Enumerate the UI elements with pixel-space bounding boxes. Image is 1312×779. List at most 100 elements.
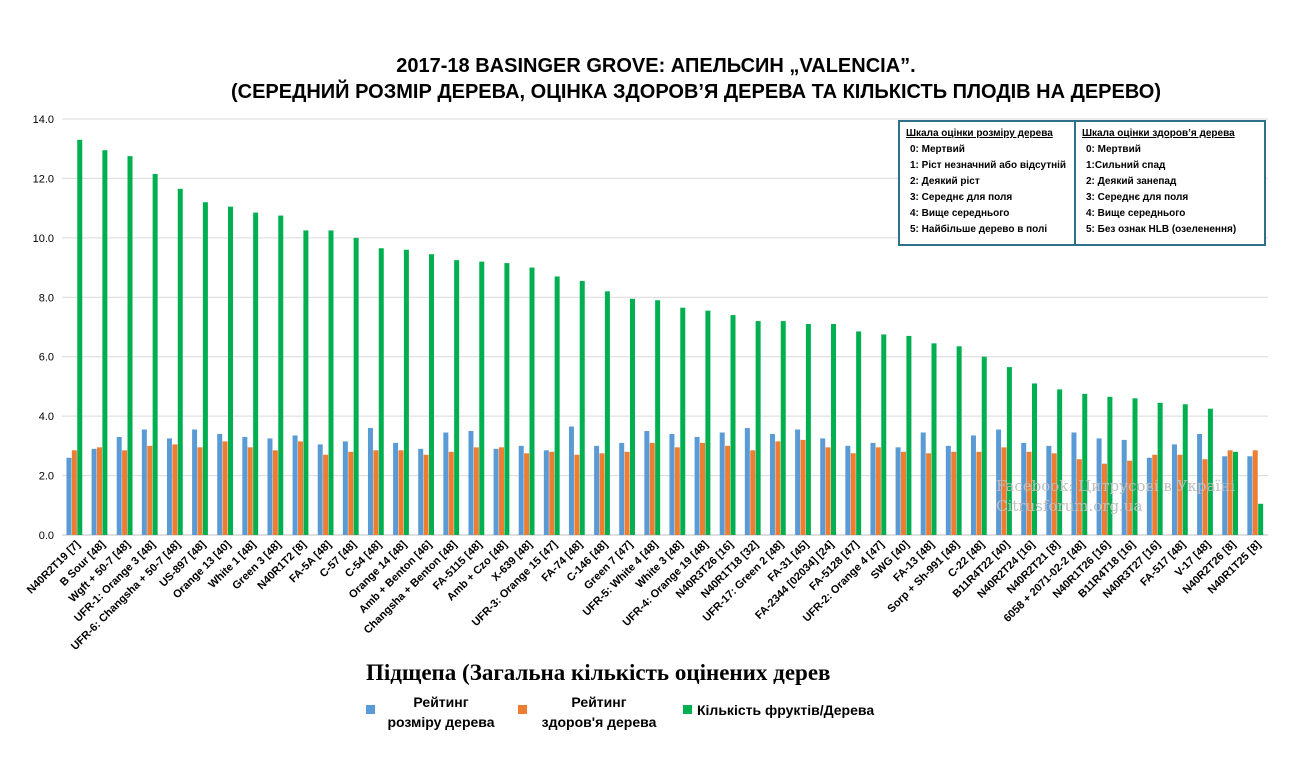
health-scale-box: Шкала оцінки здоров’я дерева 0: Мертвий …: [1074, 120, 1266, 246]
bar-fruit: [931, 343, 937, 535]
health-scale-item-1: 1:Сильний спад: [1086, 160, 1166, 171]
bar-size: [568, 426, 574, 535]
bar-health: [498, 447, 504, 535]
bar-health: [398, 450, 404, 535]
bar-size: [1071, 432, 1077, 535]
bar-health: [1076, 459, 1082, 535]
bar-fruit: [1057, 389, 1063, 535]
bar-fruit: [831, 324, 837, 535]
bar-health: [624, 451, 630, 535]
bar-health: [699, 442, 705, 535]
y-tick-label: 14.0: [33, 114, 54, 126]
bar-size: [242, 436, 248, 535]
y-tick-label: 10.0: [33, 233, 54, 245]
bar-fruit: [780, 321, 786, 535]
health-scale-title: Шкала оцінки здоров’я дерева: [1082, 128, 1235, 139]
bar-health: [900, 451, 906, 535]
y-tick-label: 4.0: [39, 411, 54, 423]
bar-size: [1222, 456, 1228, 535]
bar-fruit: [177, 188, 183, 535]
bar-health: [423, 454, 429, 535]
y-tick-label: 12.0: [33, 173, 54, 185]
bar-health: [373, 450, 379, 535]
size-scale-item-0: 0: Мертвий: [910, 144, 965, 155]
bar-fruit: [403, 249, 409, 536]
bar-size: [192, 429, 198, 535]
bar-fruit: [429, 254, 435, 535]
bar-health: [926, 453, 932, 535]
bar-size: [719, 432, 725, 535]
x-axis-ticks: N40R2T19 [7]B Sour [48]Wgft + 50-7 [48]U…: [25, 538, 1264, 652]
bar-health: [649, 442, 655, 535]
bar-health: [348, 451, 354, 535]
bar-size: [1096, 438, 1102, 535]
bar-size: [317, 444, 323, 535]
bar-health: [122, 450, 128, 535]
bar-fruit: [1006, 367, 1012, 535]
bar-fruit: [278, 215, 284, 535]
bar-fruit: [504, 263, 510, 535]
bar-health: [674, 447, 680, 535]
bar-fruit: [730, 315, 736, 535]
bar-health: [147, 445, 153, 535]
bar-health: [574, 454, 580, 535]
bar-fruit: [1032, 383, 1038, 535]
bar-size: [1197, 433, 1203, 535]
bar-health: [875, 447, 881, 535]
bar-health: [1026, 451, 1032, 535]
bar-size: [166, 438, 172, 535]
bar-size: [468, 431, 474, 535]
y-axis-ticks: 0.0 2.0 4.0 6.0 8.0 10.0 12.0 14.0: [33, 114, 54, 542]
bar-health: [1152, 454, 1158, 535]
bar-health: [976, 451, 982, 535]
bar-health: [725, 445, 731, 535]
size-scale-title: Шкала оцінки розміру дерева: [906, 128, 1053, 139]
bar-health: [473, 447, 479, 535]
bar-fruit: [1233, 451, 1239, 535]
chart-title-line1: 2017-18 BASINGER GROVE: АПЕЛЬСИН „VALENC…: [396, 55, 916, 77]
bar-health: [750, 450, 756, 535]
bar-health: [1202, 459, 1208, 535]
legend-swatch-health: [518, 705, 527, 714]
legend-label-health: Рейтинг здоров'я дерева: [530, 692, 668, 732]
bar-health: [1177, 454, 1183, 535]
bar-size: [694, 436, 700, 535]
bar-health: [197, 447, 203, 535]
bar-fruit: [328, 230, 334, 535]
bar-fruit: [529, 267, 535, 535]
bar-health: [222, 441, 228, 535]
bar-size: [1021, 442, 1027, 535]
bar-size: [895, 447, 901, 535]
bar-size: [367, 428, 373, 535]
bar-fruit: [202, 202, 208, 535]
size-scale-item-4: 4: Вище середнього: [910, 208, 1010, 219]
bar-size: [920, 432, 926, 535]
bar-size: [91, 448, 97, 535]
chart-title-line2: (СЕРЕДНИЙ РОЗМІР ДЕРЕВА, ОЦІНКА ЗДОРОВ’Я…: [230, 81, 1162, 103]
bar-health: [1001, 447, 1007, 535]
bar-health: [850, 453, 856, 535]
bar-fruit: [1107, 396, 1113, 535]
size-scale-item-3: 3: Середнє для поля: [910, 192, 1013, 203]
bar-size: [217, 433, 223, 535]
bar-fruit: [454, 260, 460, 535]
bar-fruit: [755, 321, 761, 535]
bar-fruit: [77, 139, 83, 536]
bar-size: [1046, 445, 1052, 535]
bar-fruit: [479, 261, 485, 535]
health-scale-item-3: 3: Середнє для поля: [1086, 192, 1189, 203]
bar-size: [418, 448, 424, 535]
y-tick-label: 6.0: [39, 352, 54, 364]
bar-size: [1171, 444, 1177, 535]
bar-health: [549, 451, 555, 535]
bar-fruit: [604, 291, 610, 535]
bar-health: [247, 447, 253, 535]
bar-fruit: [1258, 503, 1264, 535]
bar-size: [744, 428, 750, 535]
bar-fruit: [856, 331, 862, 535]
bar-health: [599, 453, 605, 535]
bar-size: [393, 442, 399, 535]
bar-fruit: [1082, 393, 1088, 535]
legend-swatch-size: [366, 705, 375, 714]
watermark: Facebook: Цитрусові в Україні Citrusforu…: [996, 476, 1235, 516]
